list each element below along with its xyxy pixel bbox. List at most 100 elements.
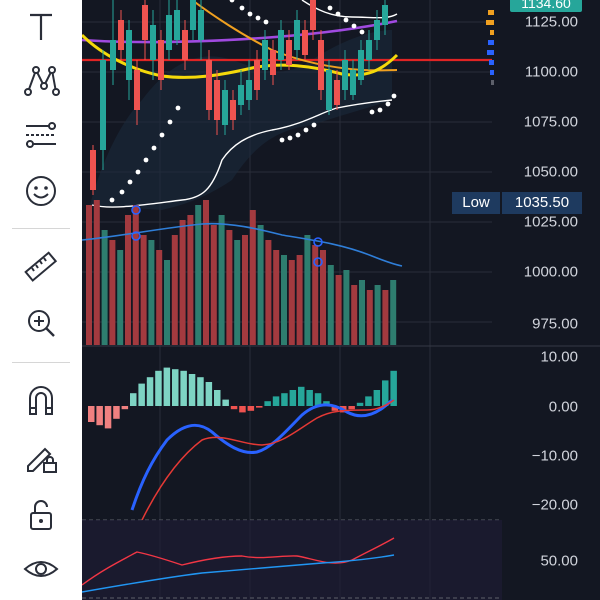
macd-histogram-bar (382, 380, 389, 406)
volume-bar (125, 215, 131, 345)
eye-button[interactable] (18, 546, 64, 592)
macd-histogram-bar (365, 396, 372, 406)
volume-bar (249, 210, 256, 345)
signal-line (141, 399, 395, 521)
volume-bar (195, 205, 202, 345)
macd-tick: 10.00 (540, 348, 578, 366)
macd-histogram-bar (390, 370, 397, 406)
macd-histogram-bar (239, 406, 246, 413)
macd-histogram-bar (298, 386, 305, 406)
macd-histogram-bar (205, 382, 213, 406)
volume-bar (179, 220, 186, 345)
volume-bar (335, 275, 342, 345)
candle-body (214, 80, 220, 120)
price-tick: 1000.00 (523, 263, 578, 281)
pattern-tool-icon (24, 66, 60, 96)
macd-histogram-bar (113, 406, 120, 419)
pencil-lock-icon (27, 447, 57, 473)
zoom-in-icon (28, 310, 55, 337)
volume-bar (242, 235, 248, 345)
bollinger-fill (90, 30, 392, 210)
candle-body (294, 20, 300, 50)
macd-histogram-bar (146, 377, 154, 406)
candle-body (230, 100, 236, 120)
chart-canvas[interactable] (82, 0, 600, 600)
candle-body (190, 0, 196, 30)
volume-bar (101, 230, 108, 345)
macd-histogram-bar (138, 383, 145, 406)
macd-histogram-bar (373, 390, 381, 406)
emoji-tool-button[interactable] (18, 168, 64, 214)
price-tick: 1100.00 (524, 63, 578, 81)
candle-body (142, 5, 148, 40)
volume-bar (156, 250, 163, 345)
pattern-tool-button[interactable] (18, 58, 64, 104)
macd-tick: −20.00 (531, 496, 578, 514)
text-tool-button[interactable] (18, 4, 64, 50)
volume-bar (210, 225, 217, 345)
macd-histogram-bar (256, 406, 263, 408)
candle-body (374, 20, 380, 40)
macd-histogram-bar (222, 399, 229, 406)
emoji-tool-icon (26, 176, 56, 206)
rsi-tick: 50.00 (540, 552, 578, 570)
candle-body (110, 40, 116, 70)
price-tick: 975.00 (532, 315, 578, 333)
volume-bar (281, 255, 287, 345)
candle-body (126, 30, 132, 80)
ruler-tool-button[interactable] (18, 244, 64, 290)
candle-body (246, 80, 252, 100)
volume-bar (359, 280, 365, 345)
zoom-in-button[interactable] (18, 300, 64, 346)
low-label: Low (452, 192, 500, 214)
magnet-button[interactable] (18, 378, 64, 424)
macd-histogram-bar (306, 390, 313, 406)
macd-tick: −10.00 (531, 447, 578, 465)
macd-histogram-bar (331, 406, 339, 411)
candle-body (166, 15, 172, 50)
macd-histogram-bar (104, 406, 112, 429)
candle-body (278, 30, 284, 60)
candle-body (270, 50, 276, 75)
macd-histogram-bar (96, 406, 103, 426)
candle-body (366, 40, 372, 60)
low-value-badge: 1035.50 (502, 192, 582, 214)
ruler-tool-icon (24, 251, 58, 282)
macd-histogram (88, 367, 397, 429)
candlesticks (90, 0, 388, 195)
volume-bar (218, 215, 225, 345)
fib-tool-button[interactable] (18, 112, 64, 158)
volume-bar (148, 240, 155, 345)
orange-ma-line (191, 0, 398, 72)
macd-histogram-bar (88, 406, 95, 422)
candle-body (342, 60, 348, 90)
macd-histogram-bar (264, 401, 271, 406)
macd-line (130, 398, 394, 511)
unlock-button[interactable] (18, 492, 64, 538)
candle-body (100, 60, 106, 150)
chart-area[interactable]: 1125.00 1100.00 1075.00 1050.00 1025.00 … (82, 0, 600, 600)
volume-bar (265, 240, 272, 345)
macd-tick: 0.00 (548, 398, 578, 416)
candle-body (334, 80, 340, 105)
volume-bar (374, 285, 381, 345)
macd-histogram-bar (247, 406, 255, 411)
candle-body (118, 20, 124, 50)
volume-bar (390, 280, 397, 345)
macd-histogram-bar (281, 393, 288, 406)
parabolic-sar (109, 0, 397, 203)
candle-body (158, 40, 164, 80)
pencil-lock-button[interactable] (18, 434, 64, 480)
purple-ma-line (82, 19, 398, 44)
volume-bar (312, 245, 319, 345)
macd-histogram-bar (230, 406, 238, 410)
candle-body (134, 70, 140, 110)
candle-body (238, 85, 244, 105)
volume-bar (304, 235, 311, 345)
unlock-icon (30, 500, 52, 530)
price-tick: 1025.00 (523, 213, 578, 231)
volume-bar (343, 270, 350, 345)
volume-bar (203, 200, 209, 345)
macd-histogram-bar (163, 367, 171, 406)
candle-body (222, 90, 228, 125)
